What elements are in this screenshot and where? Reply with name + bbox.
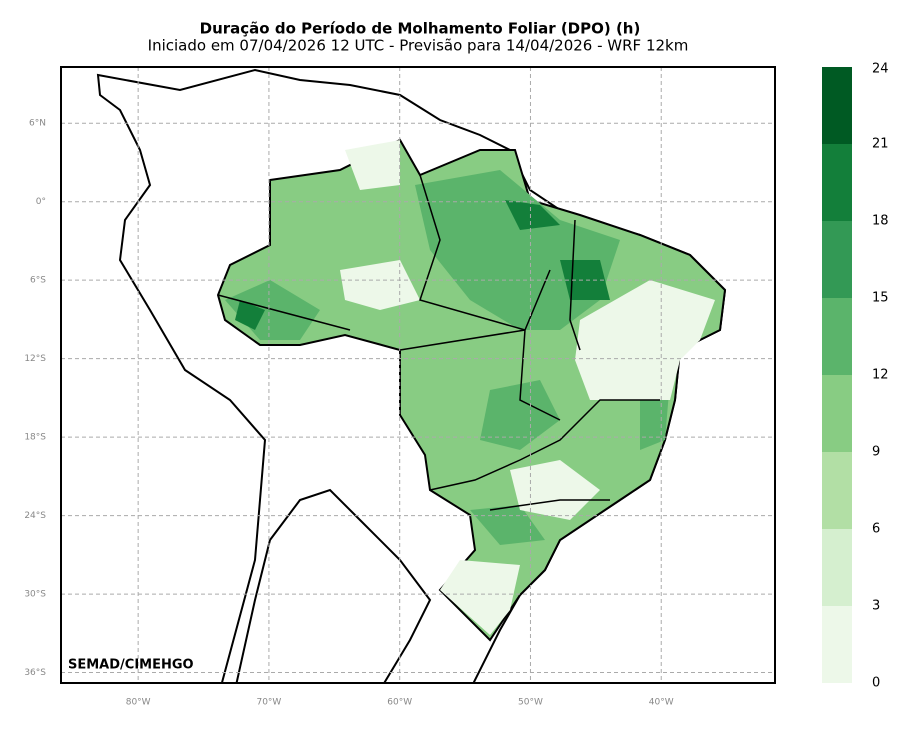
colorbar-segment bbox=[822, 144, 852, 221]
colorbar-segment bbox=[822, 298, 852, 375]
map-frame bbox=[60, 66, 776, 684]
colorbar-label: 24 bbox=[872, 62, 889, 77]
colorbar-segment bbox=[822, 375, 852, 452]
y-tick-label: 30°S bbox=[24, 590, 46, 600]
map-layer bbox=[96, 68, 727, 683]
y-tick-label: 18°S bbox=[24, 433, 46, 443]
y-tick-label: 36°S bbox=[24, 668, 46, 678]
colorbar-label: 18 bbox=[872, 214, 889, 229]
x-tick-label: 70°W bbox=[256, 698, 281, 708]
x-tick-label: 60°W bbox=[387, 698, 412, 708]
y-tick-label: 24°S bbox=[24, 511, 46, 521]
colorbar-label: 12 bbox=[872, 368, 889, 383]
colorbar-label: 15 bbox=[872, 291, 889, 306]
x-tick-label: 80°W bbox=[126, 698, 151, 708]
credit: SEMAD/CIMEHGO bbox=[68, 658, 194, 673]
title: Duração do Período de Molhamento Foliar … bbox=[200, 20, 641, 38]
subtitle: Iniciado em 07/04/2026 12 UTC - Previsão… bbox=[148, 37, 689, 55]
colorbar-label: 6 bbox=[872, 522, 880, 537]
dry-patch bbox=[340, 140, 715, 635]
colorbar: 0 3 6 9 12 15 18 21 24 bbox=[822, 62, 889, 691]
colorbar-segment bbox=[822, 606, 852, 683]
colorbar-segment bbox=[822, 529, 852, 606]
x-tick-label: 50°W bbox=[518, 698, 543, 708]
y-tick-label: 12°S bbox=[24, 354, 46, 364]
grid bbox=[61, 67, 775, 683]
colorbar-label: 0 bbox=[872, 676, 880, 691]
colorbar-label: 21 bbox=[872, 137, 889, 152]
y-tick-label: 6°S bbox=[30, 276, 46, 286]
colorbar-label: 3 bbox=[872, 599, 880, 614]
state-borders bbox=[217, 174, 660, 511]
y-tick-label: 0° bbox=[36, 197, 46, 207]
colorbar-segment bbox=[822, 452, 852, 529]
y-tick-label: 6°N bbox=[29, 119, 46, 129]
colorbar-segment bbox=[822, 67, 852, 144]
x-tick-label: 40°W bbox=[649, 698, 674, 708]
colorbar-label: 9 bbox=[872, 445, 880, 460]
wet-patch bbox=[225, 170, 670, 545]
colorbar-segment bbox=[822, 221, 852, 298]
